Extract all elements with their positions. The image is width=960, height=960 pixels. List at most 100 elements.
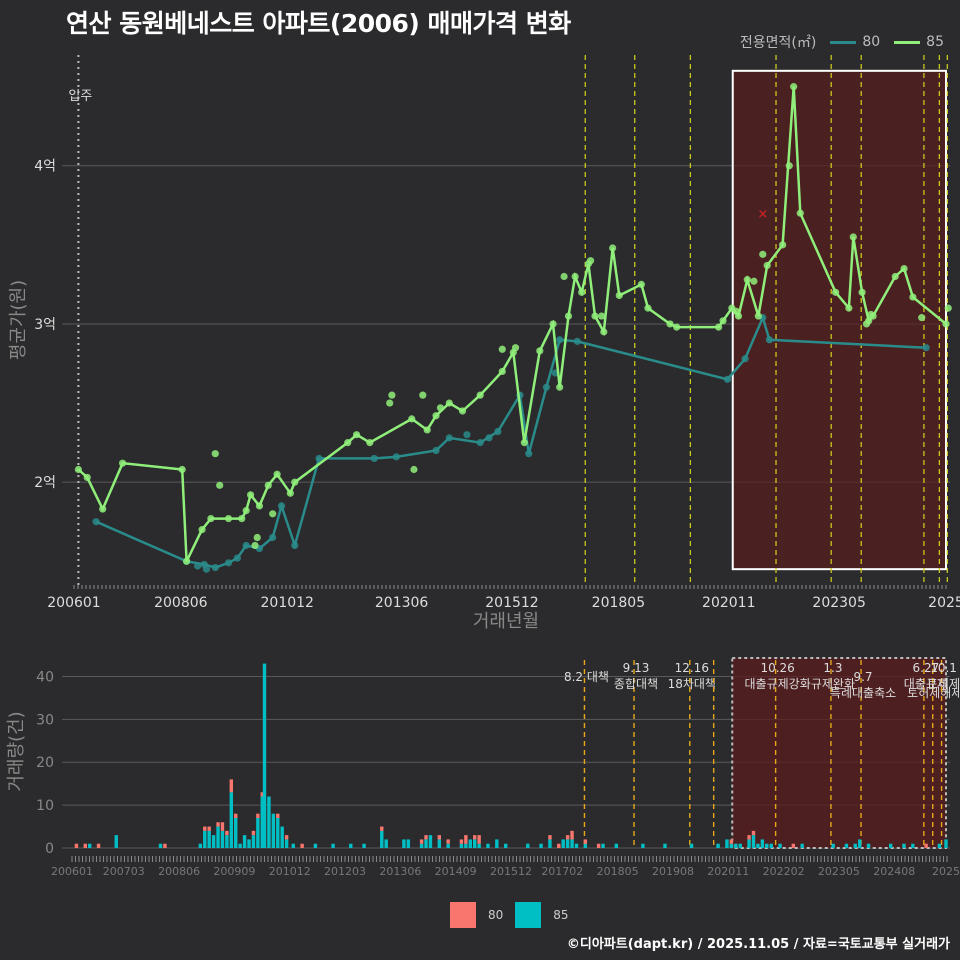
point-85 <box>743 276 751 284</box>
point-80 <box>476 439 484 447</box>
bar-80 <box>229 779 234 793</box>
bar-85 <box>765 843 769 848</box>
bar-85 <box>800 843 804 848</box>
bar-80 <box>163 843 167 848</box>
bar-80 <box>477 835 481 844</box>
bar-85 <box>565 839 570 848</box>
point-85 <box>286 489 294 497</box>
point-85 <box>344 439 352 447</box>
policy-label: 토허제 <box>927 677 960 691</box>
bar-85 <box>158 843 163 848</box>
policy-label: 1.3 <box>823 661 842 675</box>
bar-85 <box>614 843 619 848</box>
bar-80 <box>437 835 442 840</box>
point-85 <box>352 431 361 439</box>
point-85 <box>436 404 445 412</box>
policy-label: 8.2 대책 <box>564 669 609 684</box>
bar-80 <box>207 826 211 831</box>
bar-85 <box>911 843 915 848</box>
bar-85 <box>570 839 574 848</box>
bar-x-tick-label: 2025 <box>932 865 960 878</box>
bar-y-tick-label: 30 <box>36 712 54 728</box>
point-85 <box>178 465 186 474</box>
bar-80 <box>747 835 751 840</box>
point-85 <box>832 288 840 296</box>
point-80 <box>370 454 378 463</box>
bar-85 <box>716 843 720 848</box>
policy-label: 18차대책 <box>668 676 716 691</box>
bar-85 <box>331 843 335 848</box>
point-85 <box>715 323 723 331</box>
point-85 <box>251 541 259 550</box>
point-80 <box>277 502 286 510</box>
bar-85 <box>583 843 588 848</box>
point-80 <box>211 563 219 572</box>
bar-85 <box>276 817 280 848</box>
bar-85 <box>778 843 782 848</box>
bar-85 <box>734 843 738 848</box>
bar-85 <box>349 843 353 848</box>
point-85 <box>253 533 261 542</box>
point-80 <box>494 427 502 436</box>
point-85 <box>609 244 617 252</box>
bar-85 <box>234 817 238 848</box>
bar-85 <box>503 843 508 848</box>
point-85 <box>419 391 427 399</box>
bar-80 <box>424 835 428 840</box>
point-85 <box>560 272 568 281</box>
bar-80 <box>251 830 256 836</box>
bar-85 <box>663 843 667 848</box>
point-85 <box>598 312 606 320</box>
bar-85 <box>725 839 729 848</box>
x-tick-label: 200806 <box>154 595 208 611</box>
highlight-box <box>731 69 948 571</box>
bar-85 <box>380 830 384 848</box>
bar-80 <box>557 843 561 848</box>
point-85 <box>211 450 219 458</box>
bar-85 <box>944 839 948 848</box>
point-80 <box>202 565 211 573</box>
bar-x-tick-label: 200601 <box>51 865 93 878</box>
y-tick-label: 4억 <box>34 159 56 175</box>
bar-85 <box>313 843 318 848</box>
policy-label: 10.26 <box>760 661 794 675</box>
bar-85 <box>853 843 857 848</box>
bar-80 <box>583 839 588 844</box>
point-80 <box>542 383 551 391</box>
point-85 <box>796 209 804 217</box>
legend-swatch-85 <box>894 40 921 44</box>
bar-80 <box>300 843 304 848</box>
bar-80 <box>220 822 225 831</box>
bar-85 <box>486 843 490 848</box>
bar-85 <box>574 843 579 848</box>
policy-label: 토허제해제 <box>907 686 960 700</box>
point-85 <box>750 277 758 285</box>
point-85 <box>458 407 467 415</box>
bar-legend-item-85: 85 <box>553 908 569 922</box>
bar-85 <box>260 796 264 848</box>
x-tick-label: 201012 <box>261 595 314 611</box>
policy-label: 대출규제 <box>904 677 948 691</box>
point-85 <box>556 383 564 391</box>
bar-85 <box>406 839 411 848</box>
policy-label: 9.7 <box>853 670 872 684</box>
bar-80 <box>203 826 207 831</box>
point-85 <box>763 261 771 270</box>
point-85 <box>578 288 586 296</box>
point-85 <box>207 514 215 523</box>
point-85 <box>498 367 506 376</box>
policy-label: 10.1 <box>930 661 957 675</box>
point-85 <box>264 481 272 489</box>
x-tick-label: 201306 <box>375 595 429 611</box>
bar-80 <box>256 813 260 818</box>
bar-85 <box>114 835 118 848</box>
bar-85 <box>225 835 229 848</box>
bar-85 <box>539 843 543 848</box>
point-85 <box>255 502 264 510</box>
point-85 <box>615 291 623 300</box>
bar-y-tick-label: 10 <box>36 798 54 814</box>
x-tick-label: 2025 <box>928 595 960 611</box>
point-85 <box>242 507 250 515</box>
legend-label: 전용면적(㎡) <box>739 35 817 51</box>
